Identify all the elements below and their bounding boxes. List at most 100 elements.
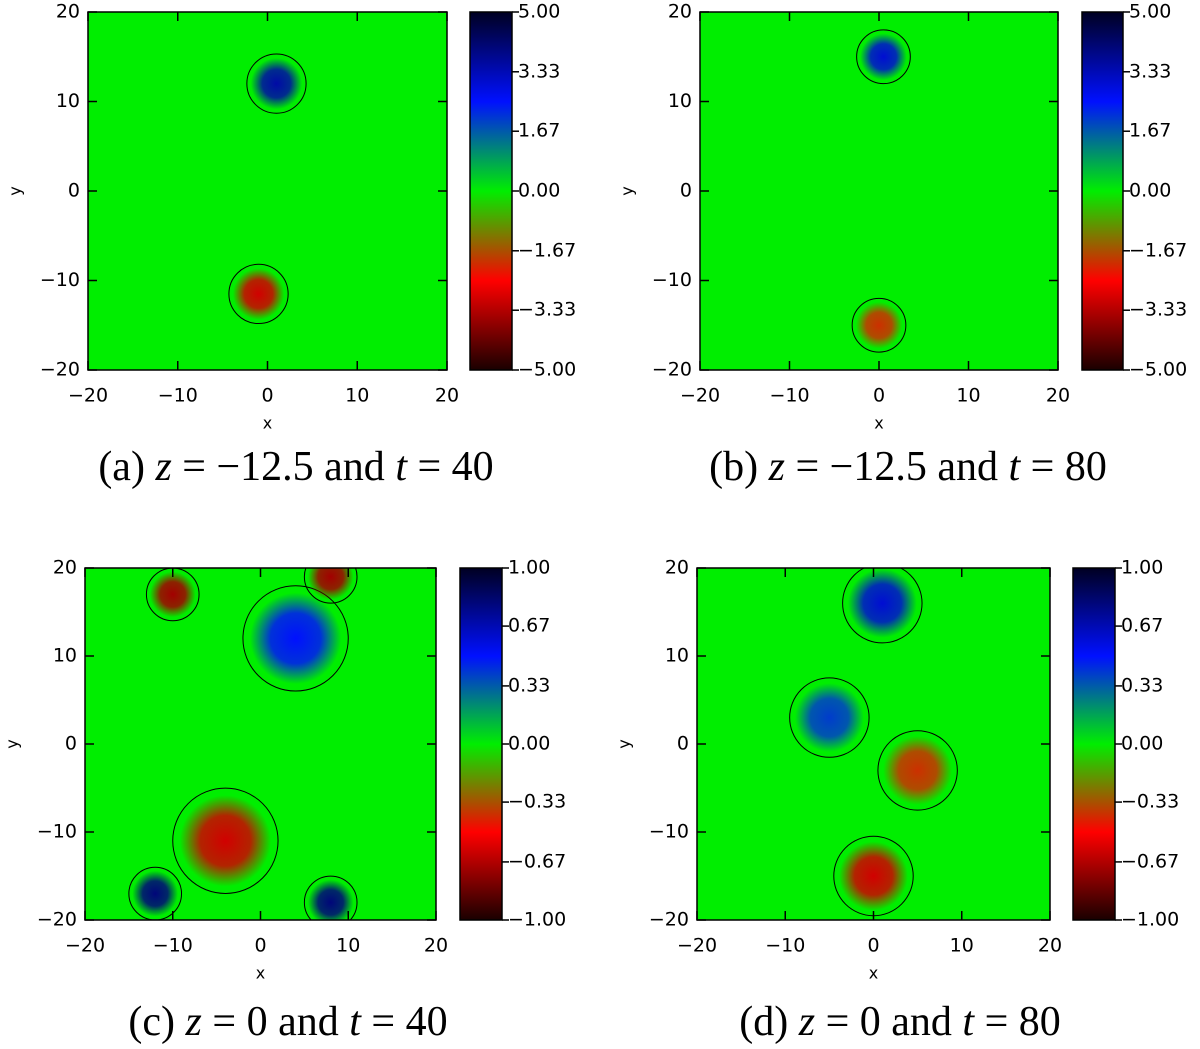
colorbar-tick-label: 5.00: [518, 1, 560, 23]
panel: −20 −10 0 10 20 −20 −10 0 10 20 x y 5.00 3.33 1.67 0.00…: [6, 1, 577, 490]
colorbar-tick-label: −1.67: [518, 239, 576, 261]
colorbar: [469, 11, 513, 371]
y-tick-label: 0: [68, 180, 80, 202]
vortex: [883, 735, 953, 805]
colorbar-tick-label: 0.67: [1121, 615, 1163, 637]
panel: −20 −10 0 10 20 −20 −10 0 10 20 x y 5.00 3.33 1.67 0.00…: [618, 1, 1188, 490]
colorbar-tick-label: −3.33: [518, 299, 576, 321]
y-tick-label: 0: [65, 733, 77, 755]
x-tick-label: 0: [867, 935, 879, 957]
y-axis-label: y: [615, 739, 634, 748]
vortex: [249, 592, 342, 685]
caption-part: t: [962, 999, 975, 1045]
vortex: [132, 870, 179, 917]
vortex: [794, 683, 864, 753]
colorbar-tick-label: −0.33: [508, 791, 566, 813]
x-tick-label: 10: [950, 935, 974, 957]
caption-part: (c): [128, 999, 185, 1045]
contour: [303, 875, 358, 920]
colorbar-tick-label: −0.67: [508, 850, 566, 872]
y-tick-label: 10: [665, 645, 689, 667]
colorbar-tick-label: −1.67: [1129, 239, 1187, 261]
y-axis-label: y: [6, 186, 25, 195]
contour: [851, 297, 907, 353]
x-tick-label: 0: [254, 935, 266, 957]
caption-part: = 40: [361, 999, 448, 1045]
x-tick-label: 20: [435, 385, 459, 407]
colorbar-tick-label: 3.33: [518, 60, 560, 82]
y-tick-label: 0: [680, 180, 692, 202]
vortex: [250, 57, 303, 110]
caption-part: z: [798, 999, 815, 1045]
caption: (d) z = 0 and t = 80: [739, 999, 1061, 1045]
caption-part: z: [768, 444, 785, 490]
x-axis-label: x: [256, 964, 265, 983]
y-tick-label: −10: [649, 821, 689, 843]
colorbar: [1081, 11, 1124, 371]
x-tick-label: −20: [680, 385, 720, 407]
vortex: [847, 568, 917, 638]
colorbar-tick-label: 0.00: [508, 733, 550, 755]
caption-part: z: [185, 999, 202, 1045]
vortex: [307, 879, 354, 920]
x-tick-label: −10: [765, 935, 805, 957]
colorbar: [1072, 567, 1116, 921]
y-tick-label: −20: [37, 909, 77, 931]
colorbar-tick-label: 0.33: [1121, 674, 1163, 696]
colorbar-tick-label: 3.33: [1129, 60, 1171, 82]
x-tick-label: −20: [677, 935, 717, 957]
contour: [789, 677, 870, 758]
caption: (c) z = 0 and t = 40: [128, 999, 447, 1045]
contour: [303, 568, 358, 604]
caption-part: = −12.5 and: [172, 444, 396, 490]
panel: −20 −10 0 10 20 −20 −10 0 10 20 x y 1.00 0.67 0.33 0.00…: [615, 557, 1180, 1045]
x-tick-label: −20: [68, 385, 108, 407]
caption-part: (d): [739, 999, 798, 1045]
contour: [172, 787, 279, 894]
y-tick-label: 10: [668, 90, 692, 112]
colorbar-tick-label: −0.33: [1121, 791, 1179, 813]
colorbar-tick-label: 5.00: [1129, 1, 1171, 23]
field: [697, 568, 1050, 920]
vortex: [149, 571, 196, 618]
caption-part: (a): [98, 444, 155, 490]
colorbar-tick-label: 1.00: [508, 557, 550, 579]
y-axis-label: y: [3, 739, 22, 748]
y-tick-label: 10: [56, 90, 80, 112]
y-tick-label: −10: [652, 269, 692, 291]
vortex: [307, 568, 354, 600]
y-tick-label: −20: [649, 909, 689, 931]
y-tick-label: 10: [53, 645, 77, 667]
vortex: [179, 795, 272, 887]
y-tick-label: −20: [40, 359, 80, 381]
x-tick-label: 10: [345, 385, 369, 407]
caption: (a) z = −12.5 and t = 40: [98, 444, 493, 490]
y-tick-label: −20: [652, 359, 692, 381]
caption: (b) z = −12.5 and t = 80: [709, 444, 1107, 490]
x-tick-label: 20: [1038, 935, 1062, 957]
colorbar-tick-label: −1.00: [1121, 909, 1179, 931]
caption-part: t: [349, 999, 362, 1045]
caption-part: = −12.5 and: [785, 444, 1009, 490]
x-tick-label: 10: [336, 935, 360, 957]
contour: [228, 263, 289, 325]
x-axis-label: x: [874, 414, 883, 433]
colorbar: [459, 567, 503, 921]
caption-part: = 0 and: [202, 999, 349, 1045]
colorbar-tick-label: −5.00: [518, 359, 576, 381]
vortex: [232, 268, 285, 320]
field: [88, 12, 447, 370]
vortex: [855, 301, 903, 349]
y-axis-label: y: [618, 186, 637, 195]
contour: [242, 585, 349, 692]
x-tick-label: −20: [65, 935, 105, 957]
caption-part: = 80: [974, 999, 1061, 1045]
caption-part: = 0 and: [815, 999, 962, 1045]
y-tick-label: 20: [56, 1, 80, 23]
colorbar-tick-label: 0.67: [508, 615, 550, 637]
caption-part: t: [1009, 444, 1022, 490]
vortex: [860, 33, 907, 81]
caption-part: t: [395, 444, 408, 490]
